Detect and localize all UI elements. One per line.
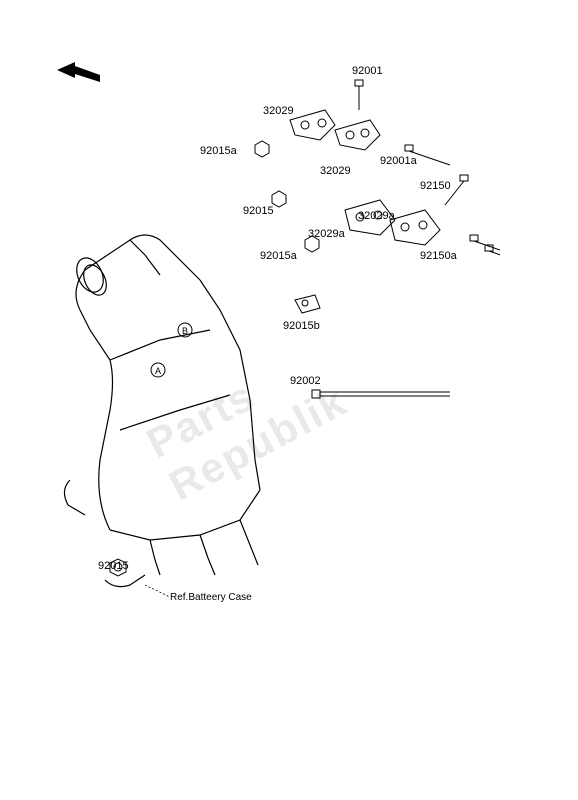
part-label: 32029a [358, 210, 395, 222]
part-label: 92015b [283, 320, 320, 332]
part-label: 92015 [243, 205, 274, 217]
diagram-container: Parts Republik [0, 0, 578, 800]
part-label: 92150 [420, 180, 451, 192]
direction-arrow-icon [55, 60, 105, 100]
leader-line [145, 585, 175, 605]
svg-text:A: A [155, 366, 161, 376]
part-label: 92015a [260, 250, 297, 262]
part-label: 92150a [420, 250, 457, 262]
svg-text:B: B [182, 326, 188, 336]
part-label: 92015 [98, 560, 129, 572]
through-bolt [310, 385, 460, 410]
part-label: 92015a [200, 145, 237, 157]
part-label: 92001 [352, 65, 383, 77]
part-label: 32029a [308, 228, 345, 240]
part-label: 92002 [290, 375, 321, 387]
reference-note: Ref.Batteery Case [170, 592, 252, 603]
part-label: 32029 [263, 105, 294, 117]
part-label: 92001a [380, 155, 417, 167]
part-label: 32029 [320, 165, 351, 177]
